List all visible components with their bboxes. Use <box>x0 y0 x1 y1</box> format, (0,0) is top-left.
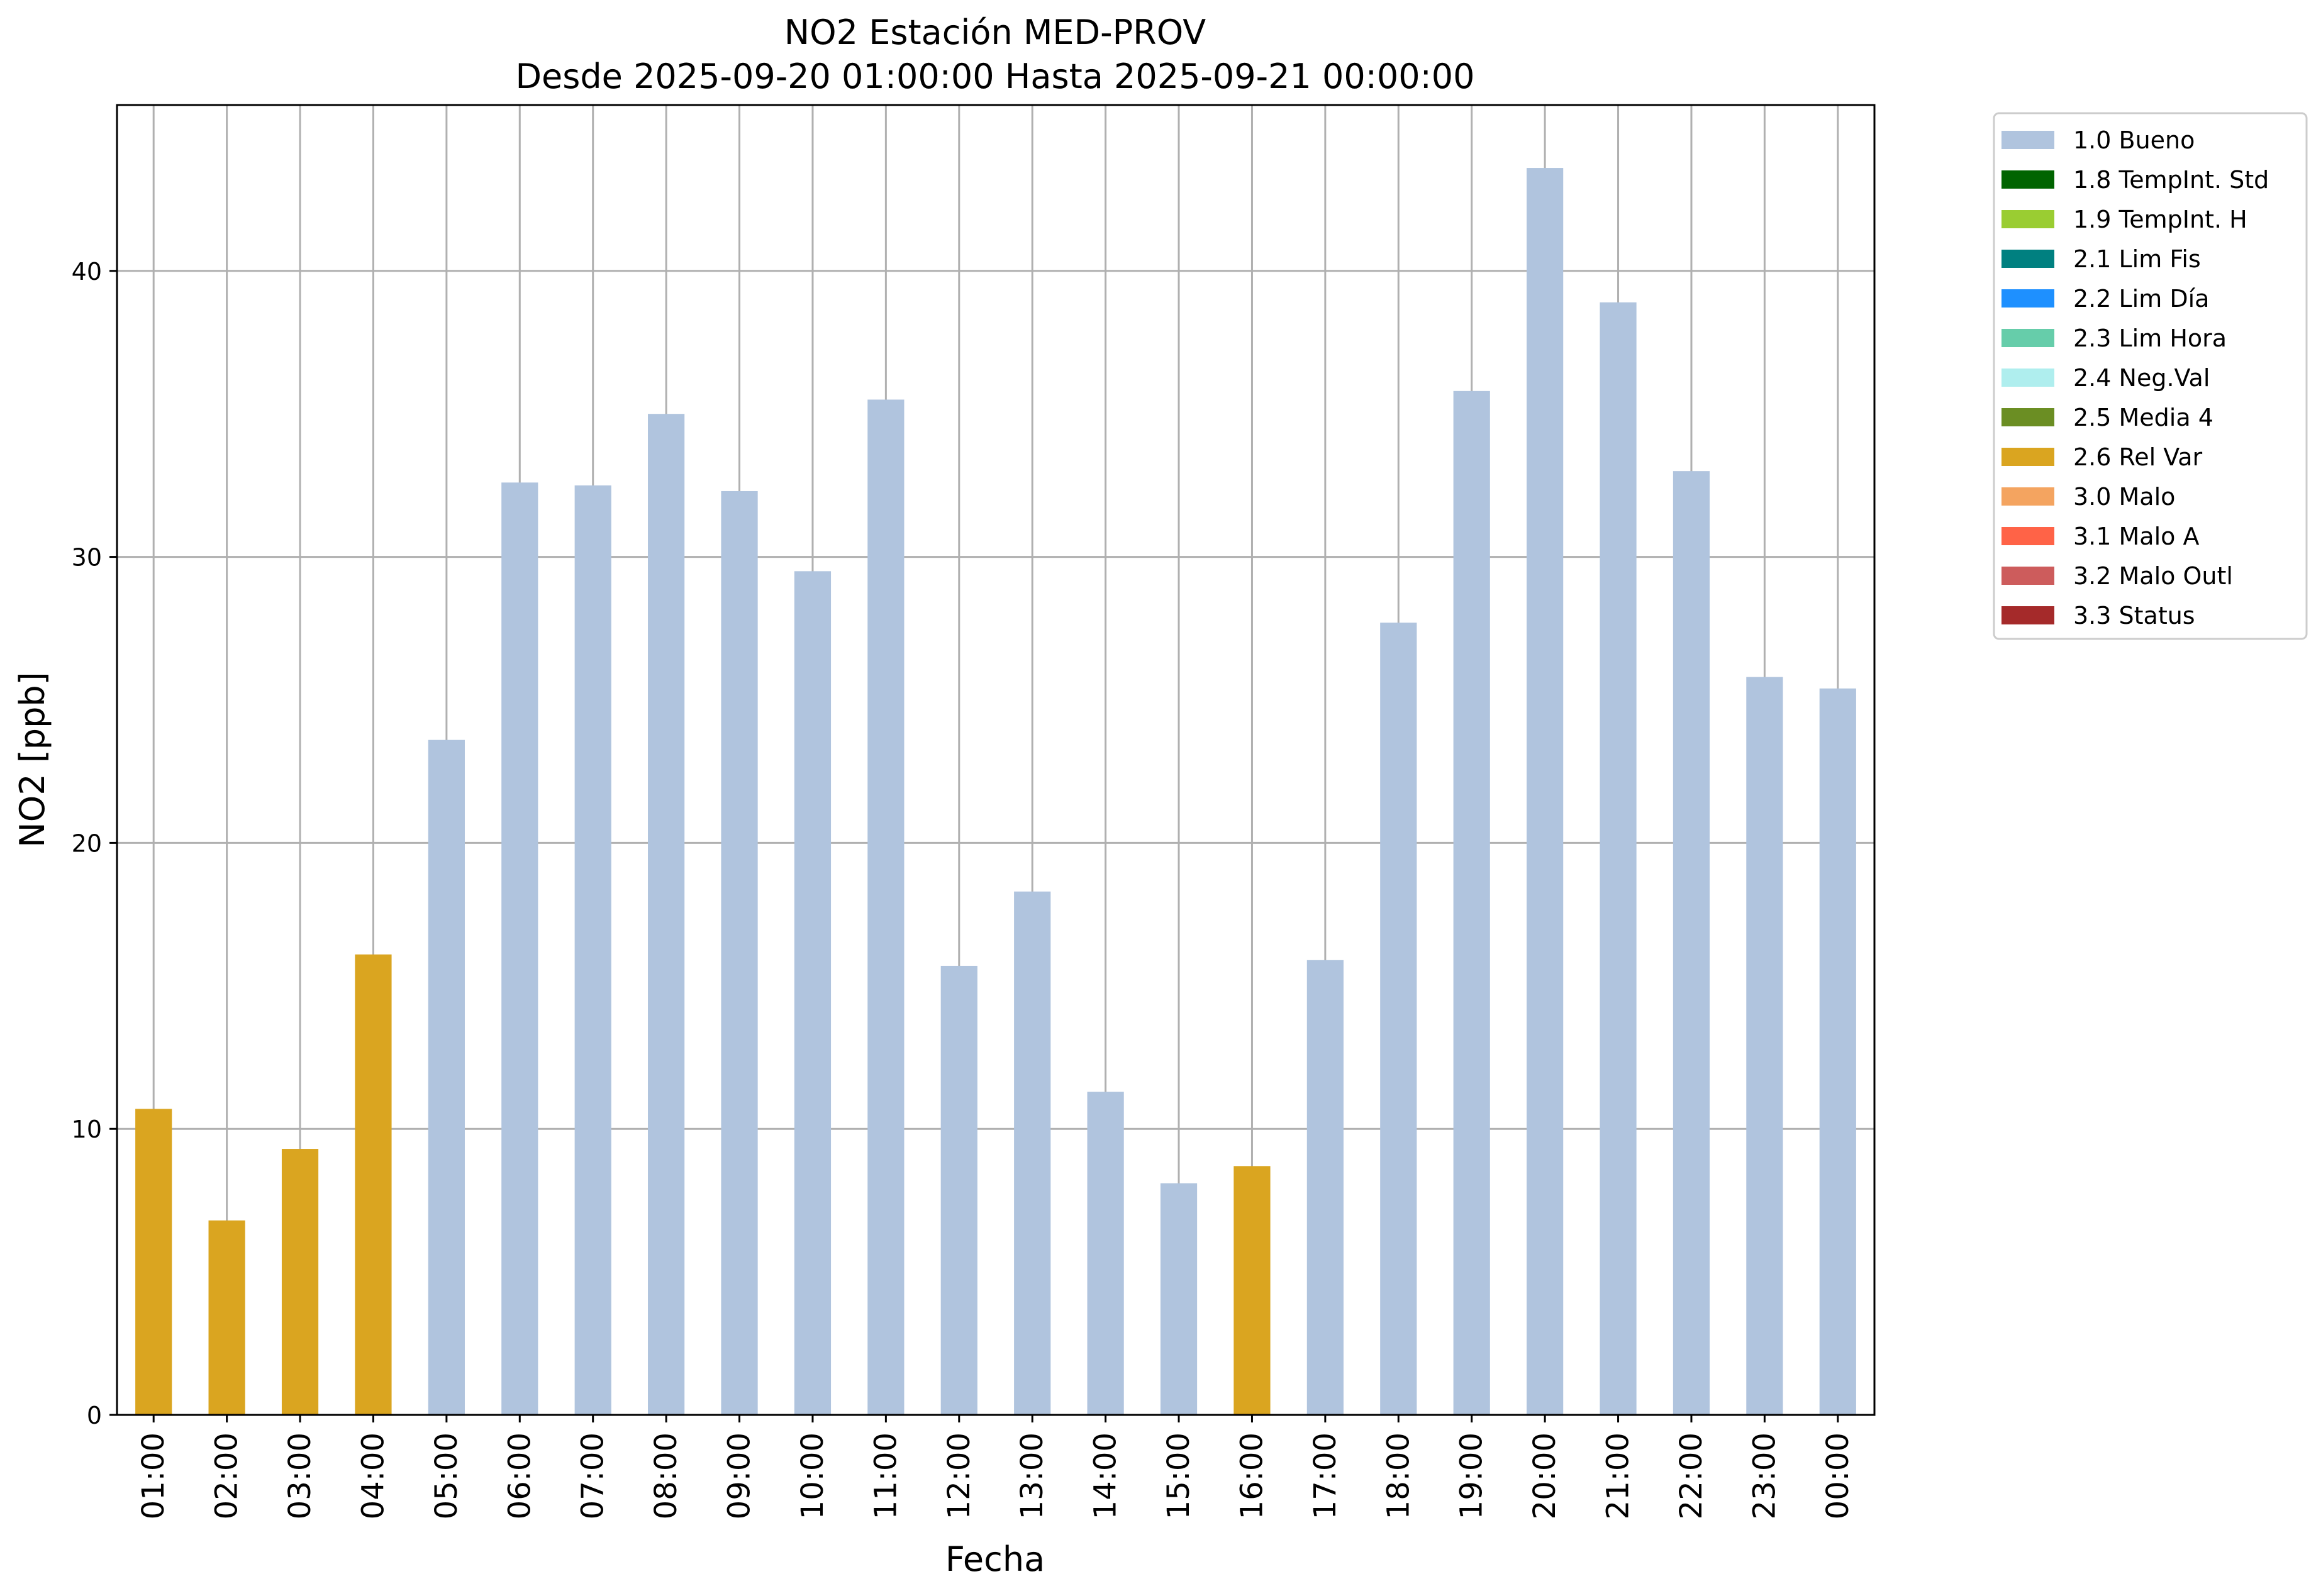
bar <box>135 1109 172 1415</box>
legend-swatch <box>2001 250 2054 268</box>
legend-label: 2.1 Lim Fis <box>2073 245 2201 273</box>
x-axis-label: Fecha <box>945 1539 1045 1579</box>
legend-swatch <box>2001 329 2054 347</box>
y-tick-label: 30 <box>72 544 102 572</box>
x-tick-label: 06:00 <box>502 1433 537 1519</box>
legend-label: 2.6 Rel Var <box>2073 443 2203 471</box>
legend-swatch <box>2001 408 2054 426</box>
x-tick-label: 10:00 <box>795 1433 830 1519</box>
legend-swatch <box>2001 606 2054 624</box>
bar <box>1746 677 1783 1415</box>
bar <box>1527 168 1564 1415</box>
chart-subtitle: Desde 2025-09-20 01:00:00 Hasta 2025-09-… <box>515 57 1474 96</box>
x-axis: 01:00 02:00 03:00 04:00 05:00 06:00 07:00 08:00… <box>136 1415 1856 1519</box>
legend-label: 2.2 Lim Día <box>2073 285 2209 313</box>
y-axis: 0 10 20 30 40 <box>72 258 117 1429</box>
legend-swatch <box>2001 131 2054 149</box>
bars-layer <box>135 168 1856 1416</box>
bar <box>1819 688 1856 1415</box>
chart-title: NO2 Estación MED-PROV <box>784 13 1206 52</box>
legend-swatch <box>2001 567 2054 585</box>
y-tick-label: 10 <box>72 1116 102 1143</box>
legend-label: 1.8 TempInt. Std <box>2073 166 2269 194</box>
x-tick-label: 18:00 <box>1381 1433 1416 1519</box>
legend-label: 3.2 Malo Outl <box>2073 562 2233 590</box>
legend-swatch <box>2001 448 2054 466</box>
y-tick-label: 0 <box>87 1402 102 1429</box>
y-tick-label: 20 <box>72 829 102 857</box>
x-tick-label: 20:00 <box>1527 1433 1562 1519</box>
bar <box>794 571 832 1415</box>
bar <box>1453 391 1490 1415</box>
x-tick-label: 21:00 <box>1601 1433 1636 1519</box>
x-tick-label: 07:00 <box>576 1433 611 1519</box>
bar <box>501 482 538 1416</box>
bar <box>940 965 977 1415</box>
bar <box>428 740 465 1415</box>
legend-label: 2.4 Neg.Val <box>2073 364 2210 392</box>
legend-swatch <box>2001 170 2054 189</box>
plot-frame <box>116 104 1876 1416</box>
x-tick-label: 04:00 <box>355 1433 391 1519</box>
bar <box>1600 302 1637 1415</box>
legend: 1.0 Bueno 1.8 TempInt. Std 1.9 TempInt. H 2… <box>1993 112 2308 640</box>
legend-swatch <box>2001 487 2054 506</box>
bar <box>1380 623 1417 1415</box>
bar <box>1673 471 1710 1416</box>
x-tick-label: 02:00 <box>209 1433 245 1519</box>
legend-frame <box>1993 112 2308 640</box>
bar <box>867 399 905 1416</box>
legend-swatch <box>2001 289 2054 308</box>
x-tick-label: 23:00 <box>1747 1433 1782 1519</box>
legend-swatch <box>2001 210 2054 228</box>
legend-label: 1.9 TempInt. H <box>2073 206 2247 233</box>
bar <box>208 1220 245 1415</box>
legend-label: 3.0 Malo <box>2073 483 2175 511</box>
bar <box>281 1149 319 1415</box>
x-tick-label: 01:00 <box>136 1433 171 1519</box>
legend-swatch <box>2001 527 2054 545</box>
bar <box>1233 1166 1271 1415</box>
x-tick-label: 22:00 <box>1674 1433 1709 1519</box>
x-tick-label: 13:00 <box>1015 1433 1050 1519</box>
x-tick-label: 11:00 <box>868 1433 903 1519</box>
x-tick-label: 14:00 <box>1088 1433 1123 1519</box>
bar <box>574 485 611 1415</box>
x-tick-label: 09:00 <box>722 1433 757 1519</box>
y-tick-label: 40 <box>72 258 102 285</box>
bar <box>721 490 758 1415</box>
bar <box>1306 960 1344 1415</box>
x-tick-label: 16:00 <box>1234 1433 1269 1519</box>
x-tick-label: 08:00 <box>649 1433 684 1519</box>
legend-label: 2.3 Lim Hora <box>2073 324 2227 352</box>
x-tick-label: 19:00 <box>1454 1433 1489 1519</box>
legend-label: 3.1 Malo A <box>2073 523 2199 550</box>
x-tick-label: 17:00 <box>1308 1433 1343 1519</box>
legend-swatch <box>2001 369 2054 387</box>
x-tick-label: 03:00 <box>282 1433 318 1519</box>
bar <box>648 414 685 1415</box>
bar <box>1160 1183 1198 1415</box>
bar <box>1014 891 1051 1415</box>
legend-label: 2.5 Media 4 <box>2073 404 2213 431</box>
y-axis-label: NO2 [ppb] <box>13 672 52 847</box>
bar <box>355 954 392 1415</box>
legend-label: 3.3 Status <box>2073 602 2195 629</box>
bar <box>1087 1092 1124 1415</box>
x-tick-label: 15:00 <box>1161 1433 1196 1519</box>
x-tick-label: 00:00 <box>1820 1433 1856 1519</box>
x-tick-label: 05:00 <box>429 1433 464 1519</box>
legend-label: 1.0 Bueno <box>2073 126 2195 154</box>
x-tick-label: 12:00 <box>942 1433 977 1519</box>
